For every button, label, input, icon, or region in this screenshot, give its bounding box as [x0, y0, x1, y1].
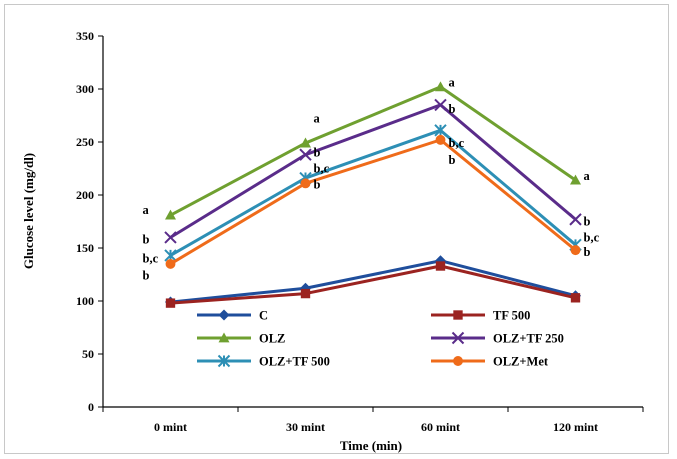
data-point — [165, 258, 176, 269]
significance-label: a — [449, 76, 456, 90]
chart-frame: 0 50 100 150 200 250 300 350 0 mint 30 mint 60 min… — [4, 4, 669, 454]
y-tick-label: 100 — [76, 294, 94, 308]
significance-label: b,c — [584, 230, 600, 244]
y-tick-label: 200 — [76, 188, 94, 202]
legend: C TF 500 OLZ OLZ+TF 250 OLZ+TF 500 OLZ+Met — [197, 309, 564, 369]
significance-label: b,c — [143, 252, 159, 266]
plot-area: 0 50 100 150 200 250 300 350 0 mint 30 mint 60 min… — [76, 29, 644, 434]
significance-label: b — [314, 146, 321, 160]
significance-label: b — [584, 215, 591, 229]
y-tick-label: 350 — [76, 29, 94, 43]
data-point — [165, 298, 176, 308]
series-line — [169, 138, 577, 266]
data-point — [299, 148, 312, 161]
legend-marker — [217, 354, 231, 368]
x-tick-label: 60 mint — [421, 420, 460, 434]
legend-label: OLZ — [259, 332, 285, 346]
data-point — [570, 293, 581, 303]
legend-label: OLZ+Met — [493, 355, 549, 369]
legend-label: OLZ+TF 500 — [259, 355, 330, 369]
data-point — [435, 81, 446, 92]
significance-label: a — [143, 203, 150, 217]
series-line — [169, 128, 577, 257]
data-point — [300, 137, 311, 148]
data-point — [300, 288, 311, 299]
significance-label: b — [143, 269, 150, 283]
x-tick-label: 0 mint — [154, 420, 187, 434]
data-point — [164, 231, 177, 244]
x-tick-label: 30 mint — [286, 420, 325, 434]
y-axis-title: Glucose level (mg/dl) — [21, 153, 36, 269]
legend-label: TF 500 — [493, 309, 530, 323]
legend-marker — [453, 310, 463, 320]
y-tick-label: 50 — [82, 347, 94, 361]
data-point — [434, 98, 447, 112]
data-point — [570, 174, 581, 185]
y-tick-label: 300 — [76, 82, 94, 96]
series-line — [170, 259, 576, 304]
significance-label: b,c — [449, 136, 465, 150]
significance-label: a — [584, 169, 591, 183]
legend-label: C — [259, 309, 268, 323]
significance-label: b — [449, 102, 456, 116]
significance-label: b — [314, 177, 321, 191]
series-line — [169, 85, 577, 217]
significance-label: b — [143, 233, 150, 247]
legend-marker — [453, 356, 463, 366]
legend-marker — [451, 331, 465, 345]
y-tick-label: 0 — [88, 400, 94, 414]
legend-marker — [218, 309, 230, 321]
data-point — [435, 134, 446, 145]
series-line — [170, 264, 576, 305]
data-point — [435, 261, 446, 271]
data-point — [434, 124, 447, 137]
legend-label: OLZ+TF 250 — [493, 332, 564, 346]
legend-marker — [218, 332, 230, 343]
significance-label: b,c — [314, 162, 330, 176]
y-tick-label: 150 — [76, 241, 94, 255]
data-point — [569, 213, 582, 226]
significance-label: b — [584, 245, 591, 259]
significance-label: b — [449, 153, 456, 167]
glucose-line-chart: 0 50 100 150 200 250 300 350 0 mint 30 mint 60 min… — [21, 29, 644, 453]
significance-label: a — [314, 112, 321, 126]
data-point — [300, 178, 311, 189]
x-tick-label: 120 mint — [553, 420, 598, 434]
y-tick-label: 250 — [76, 135, 94, 149]
data-point — [165, 209, 176, 220]
x-axis-title: Time (min) — [340, 438, 402, 453]
series-line — [169, 103, 577, 239]
data-point — [570, 245, 581, 256]
